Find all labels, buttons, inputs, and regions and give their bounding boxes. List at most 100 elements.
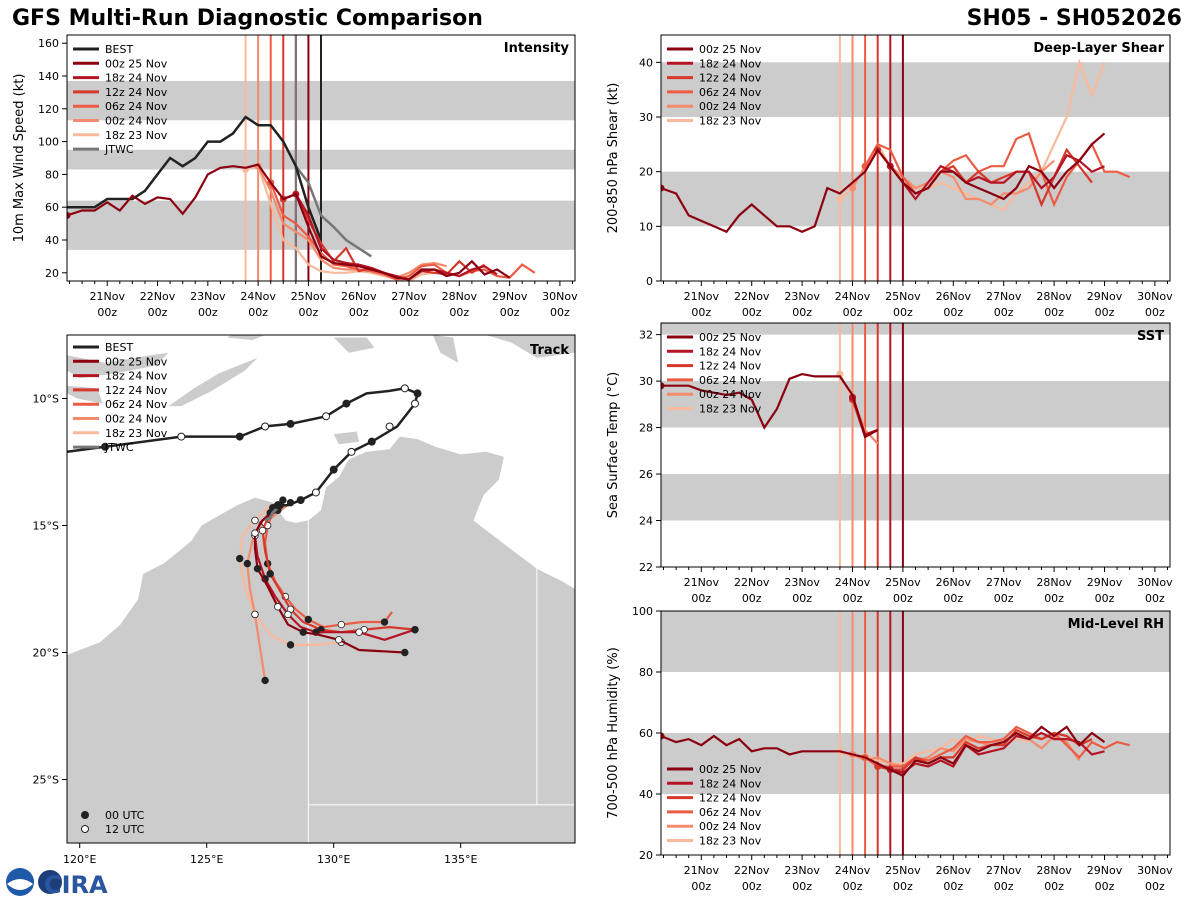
land-aru — [432, 335, 459, 363]
y-tick-label: 24 — [639, 515, 653, 528]
legend-label: 12z 24 Nov — [699, 72, 762, 85]
x-tick-label: 00z — [449, 306, 469, 319]
marker-12utc — [400, 384, 409, 393]
x-tick-label: 00z — [1145, 306, 1165, 319]
legend-label: 18z 24 Nov — [699, 345, 762, 358]
legend-label: BEST — [105, 341, 133, 354]
x-tick-label: 27Nov — [391, 290, 427, 303]
y-tick-label: 40 — [639, 788, 653, 801]
legend-label: 00z 24 Nov — [699, 100, 762, 113]
x-tick-label: 25Nov — [885, 576, 921, 589]
y-axis-label: Sea Surface Temp (°C) — [606, 372, 621, 519]
x-tick-label: 00z — [1044, 306, 1064, 319]
x-tick-label: 29Nov — [1087, 576, 1123, 589]
figure-title: GFS Multi-Run Diagnostic Comparison — [12, 6, 483, 31]
x-tick-label: 26Nov — [936, 864, 972, 877]
threshold-band — [661, 323, 1170, 335]
legend-label: 12z 24 Nov — [105, 384, 168, 397]
legend-label: 18z 24 Nov — [699, 777, 762, 790]
x-tick-label: 30Nov — [542, 290, 578, 303]
x-tick-label: 27Nov — [986, 576, 1022, 589]
marker-00utc — [296, 496, 305, 505]
marker-12utc — [347, 447, 356, 456]
x-tick-label: 00z — [994, 306, 1014, 319]
x-tick-label: 24Nov — [835, 576, 871, 589]
x-tick-label: 00z — [691, 880, 711, 893]
legend-label: 12z 24 Nov — [105, 86, 168, 99]
x-tick-label: 00z — [742, 306, 762, 319]
legend-label: 00z 25 Nov — [699, 331, 762, 344]
land-wetar — [227, 335, 266, 341]
y-tick-label: 30 — [639, 111, 653, 124]
series-line — [67, 163, 511, 281]
legend-label: 06z 24 Nov — [699, 806, 762, 819]
marker-00utc — [261, 676, 269, 685]
legend-label: 00z 25 Nov — [105, 355, 168, 368]
threshold-band — [661, 381, 1170, 428]
globe-icon — [38, 870, 62, 894]
y-tick-label: 15°S — [33, 520, 59, 533]
legend-label: 06z 24 Nov — [699, 374, 762, 387]
x-tick-label: 00z — [893, 306, 913, 319]
marker-00utc — [266, 570, 274, 578]
marker-legend-label: 12 UTC — [105, 823, 145, 836]
panel-sst: 22 24 26 28 30 32 21Nov 00z 22Nov 00z 23Nov 00z 24No… — [606, 322, 1173, 605]
x-tick-label: 00z — [349, 306, 369, 319]
marker-00utc — [367, 437, 376, 446]
marker-00utc — [342, 399, 351, 408]
y-tick-label: 20 — [639, 849, 653, 862]
marker-00utc — [243, 559, 252, 568]
x-tick-label: 00z — [893, 880, 913, 893]
marker-00utc — [304, 615, 312, 624]
panel-title: Deep-Layer Shear — [1033, 41, 1164, 56]
series-start-marker — [836, 195, 844, 203]
y-tick-label: 40 — [45, 234, 59, 247]
legend-label: 18z 23 Nov — [699, 835, 762, 848]
x-tick-label: 120°E — [63, 853, 96, 866]
x-tick-label: 00z — [792, 592, 812, 605]
land-new-guinea — [486, 335, 575, 358]
x-tick-label: 00z — [1095, 880, 1115, 893]
x-tick-label: 135°E — [444, 853, 477, 866]
x-tick-label: 00z — [97, 306, 117, 319]
x-tick-label: 23Nov — [190, 290, 226, 303]
x-tick-label: 21Nov — [684, 864, 720, 877]
legend-label: 00z 25 Nov — [699, 43, 762, 56]
marker-12utc — [258, 526, 267, 535]
marker-00utc — [101, 442, 110, 451]
y-axis-label: 10m Max Wind Speed (kt) — [12, 74, 27, 243]
legend-label: 00z 25 Nov — [105, 57, 168, 70]
series-start-marker — [661, 732, 665, 740]
forecast-track — [238, 499, 342, 646]
marker-00utc — [380, 618, 389, 626]
plot-area — [661, 35, 1170, 281]
cira-noaa-logo: CIRA — [6, 868, 108, 898]
y-tick-label: 25°S — [33, 774, 59, 787]
series-line — [661, 132, 1106, 234]
marker-12utc — [322, 412, 331, 421]
series-start-marker — [849, 184, 857, 192]
series-line — [889, 153, 1105, 201]
marker-12utc — [284, 610, 292, 619]
y-axis-label: 200-850 hPa Shear (kt) — [606, 83, 621, 234]
x-tick-label: 23Nov — [784, 290, 820, 303]
x-tick-label: 00z — [1095, 306, 1115, 319]
y-tick-label: 10 — [639, 220, 653, 233]
marker-00utc — [236, 554, 244, 563]
x-tick-label: 25Nov — [885, 864, 921, 877]
legend-label: 00z 24 Nov — [105, 115, 168, 128]
y-tick-label: 100 — [632, 605, 653, 618]
y-tick-label: 20°S — [33, 647, 59, 660]
marker-00utc — [413, 389, 422, 398]
x-tick-label: 00z — [500, 306, 520, 319]
x-tick-label: 30Nov — [1137, 576, 1173, 589]
cira-logo-text: CIRA — [44, 871, 108, 898]
x-tick-label: 00z — [691, 592, 711, 605]
legend-label: 12z 24 Nov — [699, 792, 762, 805]
series-line — [852, 731, 1081, 768]
marker-12utc — [274, 603, 282, 611]
y-tick-label: 28 — [639, 422, 653, 435]
y-tick-label: 0 — [646, 275, 653, 288]
legend-label: 00z 25 Nov — [699, 763, 762, 776]
